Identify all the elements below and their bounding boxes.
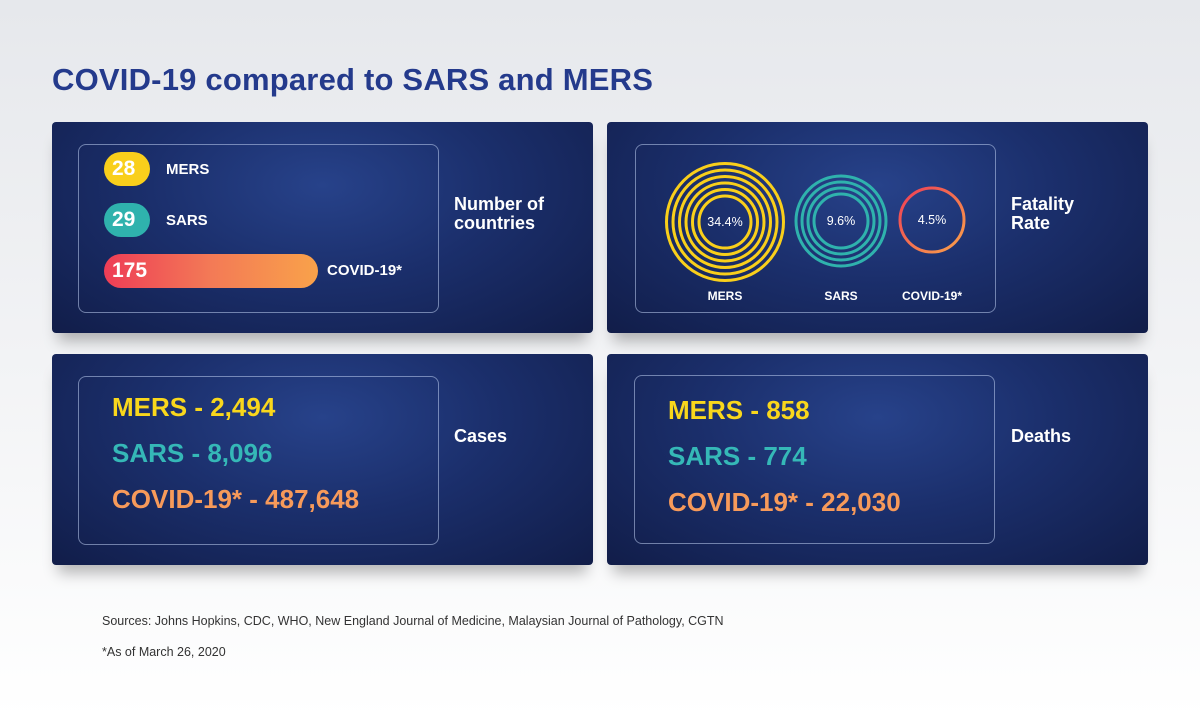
ring-sars-value: 9.6% xyxy=(827,214,856,228)
bar-mers-value: 28 xyxy=(112,157,136,180)
ring-mers-label: MERS xyxy=(707,289,743,303)
bar-mers-label: MERS xyxy=(166,161,210,178)
ring-covid-value: 4.5% xyxy=(918,213,947,227)
bar-sars: 29 xyxy=(104,203,150,237)
countries-box xyxy=(78,144,439,313)
bar-covid: 175 xyxy=(104,254,318,288)
deaths-sars: SARS - 774 xyxy=(668,441,807,471)
fatality-panel: 34.4% MERS 9.6% SARS 4.5% COVID-19* Fata… xyxy=(607,122,1148,333)
deaths-box xyxy=(634,375,995,544)
as-of-note: *As of March 26, 2020 xyxy=(102,645,226,659)
ring-mers: 34.4% xyxy=(665,162,785,282)
deaths-mers: MERS - 858 xyxy=(668,395,810,425)
sources-note: Sources: Johns Hopkins, CDC, WHO, New En… xyxy=(102,614,724,628)
bar-sars-label: SARS xyxy=(166,212,208,229)
cases-mers: MERS - 2,494 xyxy=(112,392,276,422)
page-title: COVID-19 compared to SARS and MERS xyxy=(52,62,654,97)
bar-covid-label: COVID-19* xyxy=(327,262,403,279)
deaths-covid: COVID-19* - 22,030 xyxy=(668,487,901,517)
bar-mers: 28 xyxy=(104,152,150,186)
fatality-box xyxy=(635,144,996,313)
bar-sars-value: 29 xyxy=(112,208,136,231)
cases-label: Cases xyxy=(454,426,508,446)
cases-panel: MERS - 2,494 SARS - 8,096 COVID-19* - 48… xyxy=(52,354,593,565)
countries-label: Number of countries xyxy=(454,194,544,233)
ring-mers-value: 34.4% xyxy=(707,215,742,229)
cases-covid: COVID-19* - 487,648 xyxy=(112,484,360,514)
fatality-label: Fatality Rate xyxy=(1011,194,1075,233)
ring-sars-label: SARS xyxy=(824,289,858,303)
ring-covid-label: COVID-19* xyxy=(901,289,963,303)
countries-panel: 28 MERS 29 SARS 175 COVID-19* Number of … xyxy=(52,122,593,333)
deaths-label: Deaths xyxy=(1011,426,1072,446)
deaths-panel: MERS - 858 SARS - 774 COVID-19* - 22,030… xyxy=(607,354,1148,565)
ring-sars: 9.6% xyxy=(794,174,888,268)
bar-covid-value: 175 xyxy=(112,259,148,282)
cases-sars: SARS - 8,096 xyxy=(112,438,273,468)
cases-box xyxy=(78,376,439,545)
ring-covid: 4.5% xyxy=(898,186,966,254)
